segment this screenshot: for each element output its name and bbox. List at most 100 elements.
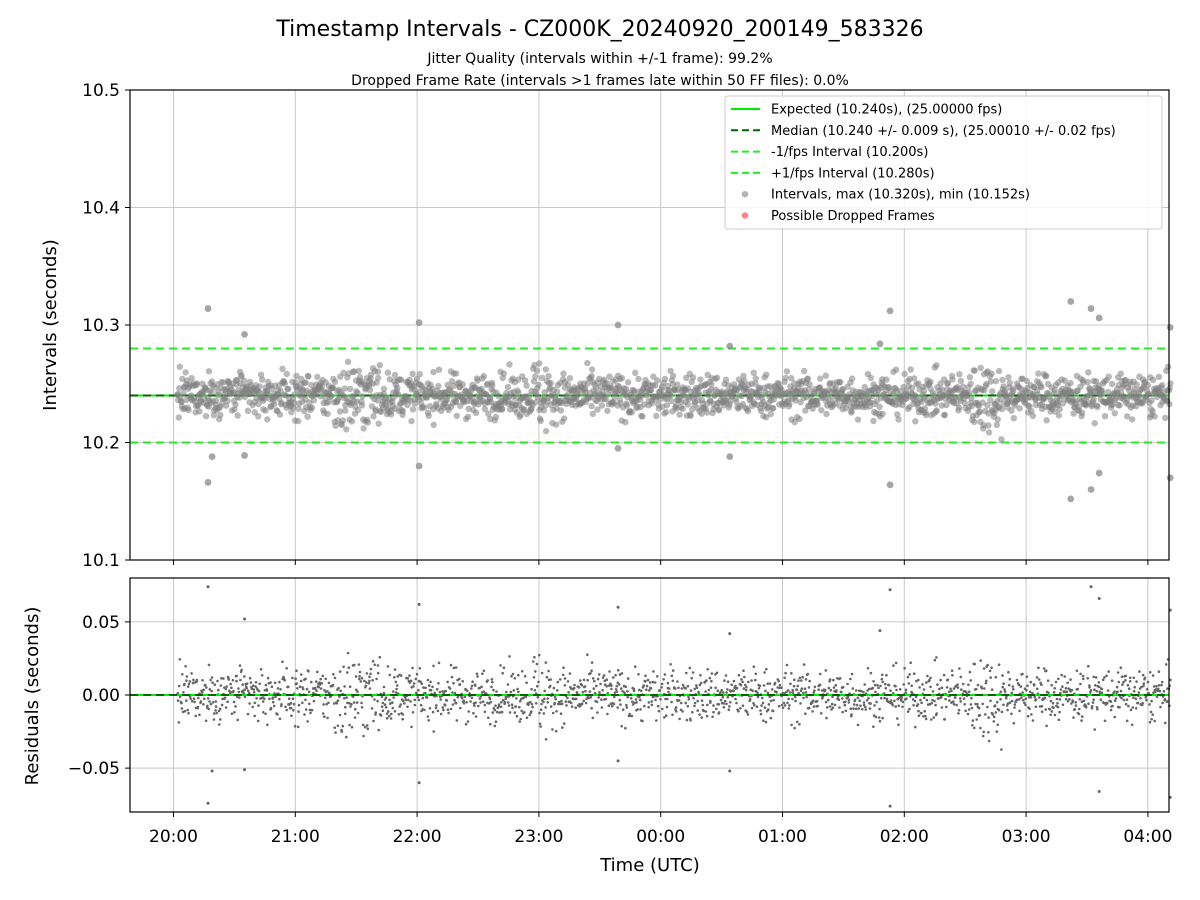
- residual-point: [546, 701, 549, 704]
- interval-point: [283, 370, 290, 378]
- residual-point: [1006, 702, 1010, 705]
- interval-point: [867, 374, 875, 382]
- residual-point: [775, 690, 778, 694]
- residual-point: [578, 705, 582, 708]
- residual-point: [523, 711, 526, 714]
- residual-outlier-point: [888, 588, 892, 592]
- residual-point: [181, 673, 184, 676]
- residual-point: [1137, 691, 1141, 694]
- residual-point: [741, 680, 744, 684]
- interval-outlier-point: [204, 305, 212, 312]
- residual-point: [482, 690, 486, 693]
- residual-point: [438, 690, 442, 694]
- residual-point: [582, 699, 585, 703]
- residual-point: [327, 701, 330, 705]
- residual-point: [360, 701, 363, 705]
- interval-point: [941, 411, 948, 419]
- interval-point: [1111, 410, 1119, 417]
- residual-point: [547, 669, 550, 673]
- residual-point: [1019, 685, 1023, 688]
- residual-point: [987, 731, 990, 734]
- residual-point: [214, 709, 217, 712]
- residual-point: [696, 699, 699, 703]
- residual-point: [593, 679, 596, 683]
- residual-point: [291, 676, 294, 680]
- residual-point: [1169, 678, 1172, 682]
- residual-point: [385, 716, 389, 720]
- residual-point: [961, 682, 965, 686]
- interval-point: [354, 406, 362, 414]
- residual-point: [1082, 677, 1085, 681]
- residual-point: [183, 709, 187, 713]
- interval-point: [892, 366, 900, 373]
- residual-point: [723, 679, 726, 682]
- residual-point: [901, 705, 904, 709]
- residual-point: [693, 687, 696, 691]
- residual-point: [662, 678, 665, 681]
- residual-point: [562, 722, 566, 725]
- interval-point: [915, 380, 922, 387]
- interval-point: [987, 378, 994, 385]
- residual-point: [574, 697, 578, 701]
- residual-point: [931, 698, 934, 702]
- interval-point: [883, 376, 890, 383]
- interval-point: [960, 383, 967, 390]
- residual-point: [1052, 691, 1056, 694]
- residual-point: [849, 707, 853, 710]
- interval-point: [376, 362, 383, 369]
- interval-point: [989, 388, 996, 395]
- residual-point: [1061, 685, 1064, 688]
- interval-point: [995, 367, 1003, 375]
- residual-point: [1008, 701, 1012, 704]
- residual-point: [1017, 683, 1021, 687]
- residual-point: [176, 692, 180, 695]
- residual-point: [230, 712, 234, 715]
- residual-point: [544, 738, 548, 741]
- residual-point: [254, 681, 258, 684]
- residual-point: [307, 690, 311, 694]
- interval-point: [305, 373, 312, 380]
- interval-point: [796, 415, 803, 423]
- chart-title: Timestamp Intervals - CZ000K_20240920_20…: [275, 17, 923, 42]
- interval-point: [976, 408, 984, 415]
- interval-point: [356, 373, 364, 381]
- residual-point: [473, 704, 476, 707]
- residual-point: [1022, 698, 1025, 702]
- residual-point: [789, 682, 792, 686]
- residual-point: [917, 678, 920, 682]
- interval-point: [374, 368, 382, 375]
- interval-point: [259, 376, 266, 383]
- residual-point: [342, 665, 345, 669]
- residual-point: [371, 679, 375, 682]
- residual-point: [1113, 715, 1117, 719]
- residual-point: [462, 702, 466, 705]
- residual-point: [280, 703, 283, 706]
- interval-point: [202, 413, 210, 420]
- interval-point: [801, 367, 808, 375]
- x-axis-label: Time (UTC): [599, 855, 700, 876]
- residual-point: [1049, 699, 1053, 703]
- residual-point: [944, 697, 947, 701]
- residual-point: [705, 679, 708, 682]
- residual-point: [252, 688, 256, 691]
- interval-point: [653, 412, 660, 420]
- interval-point: [806, 381, 813, 388]
- residual-point: [770, 688, 774, 691]
- residual-point: [877, 686, 880, 690]
- residual-point: [332, 673, 335, 676]
- residual-point: [501, 671, 505, 675]
- interval-point: [697, 376, 704, 383]
- residual-point: [616, 669, 620, 672]
- residual-point: [333, 726, 337, 729]
- bottom-y-tick-label: −0.05: [68, 759, 120, 779]
- interval-point: [295, 405, 302, 412]
- interval-point: [1108, 380, 1116, 388]
- residual-point: [975, 718, 978, 721]
- residual-point: [255, 697, 258, 700]
- residual-point: [417, 698, 421, 702]
- residual-point: [1122, 680, 1125, 684]
- residual-point: [692, 697, 695, 700]
- residual-point: [559, 678, 562, 681]
- residual-point: [681, 710, 684, 713]
- interval-point: [542, 427, 550, 435]
